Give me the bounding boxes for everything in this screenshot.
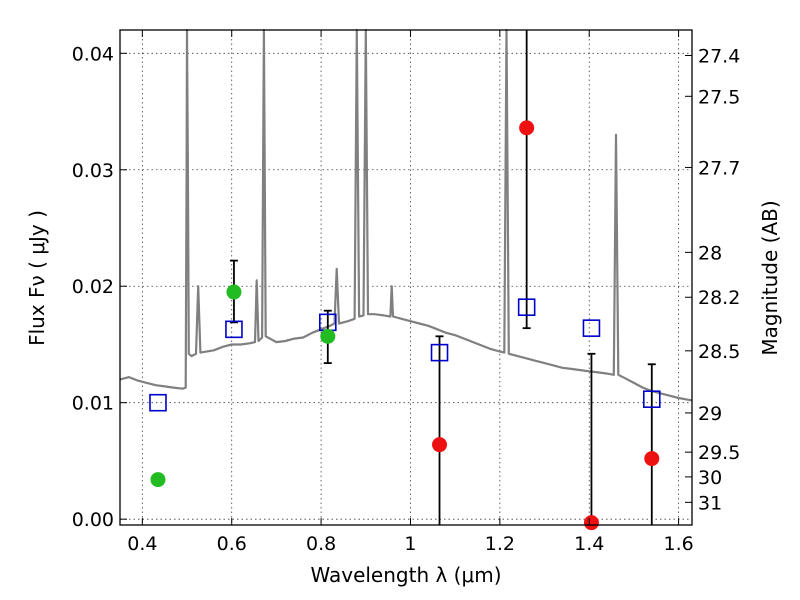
red-point xyxy=(644,451,660,467)
x-axis-title: Wavelength λ (μm) xyxy=(310,563,501,587)
y-tick-label: 0.01 xyxy=(72,393,114,415)
model-square xyxy=(642,390,661,409)
mag-tick-label: 30 xyxy=(698,467,722,489)
grid-layer xyxy=(120,30,692,525)
mag-tick-label: 31 xyxy=(698,492,722,514)
y2-axis-title: Magnitude (AB) xyxy=(758,200,782,355)
mag-tick-label: 27.7 xyxy=(698,157,740,179)
mag-tick-label: 29 xyxy=(698,403,722,425)
x-tick-label: 1.2 xyxy=(485,533,515,555)
plot-frame xyxy=(119,29,693,526)
x-tick-label: 0.8 xyxy=(306,533,336,555)
green-point xyxy=(150,472,166,488)
model-square xyxy=(149,393,167,412)
mag-tick-label: 28.2 xyxy=(698,287,740,309)
tick-layer: 0.4 0.6 0.8 1 1.2 1.4 1.6 0.00 0.01 0.02 0.03 0.04 2… xyxy=(72,30,740,555)
y-tick-label: 0.04 xyxy=(72,43,114,65)
mag-tick-label: 27.4 xyxy=(698,45,740,67)
model-square xyxy=(225,320,243,339)
data-layer xyxy=(119,28,693,531)
mag-tick-label: 27.5 xyxy=(698,86,740,108)
x-tick-label: 0.6 xyxy=(217,533,247,555)
model-square xyxy=(430,343,449,362)
red-point xyxy=(583,515,599,531)
red-point xyxy=(432,437,448,453)
green-point xyxy=(320,328,336,344)
spectrum-line xyxy=(119,28,693,402)
mag-tick-label: 28.5 xyxy=(698,341,740,363)
model-square xyxy=(517,298,536,317)
x-tick-label: 1 xyxy=(404,533,416,555)
y-tick-label: 0.03 xyxy=(72,160,114,182)
y-axis-title: Flux Fν ( μJy ) xyxy=(25,210,49,346)
mag-tick-label: 28 xyxy=(698,242,722,264)
green-point xyxy=(226,284,242,300)
x-tick-label: 0.4 xyxy=(127,533,157,555)
x-tick-label: 1.6 xyxy=(663,533,693,555)
y-tick-label: 0.02 xyxy=(72,276,114,298)
model-square xyxy=(582,319,601,337)
y-tick-label: 0.00 xyxy=(72,509,114,531)
x-tick-label: 1.4 xyxy=(574,533,604,555)
mag-tick-label: 29.5 xyxy=(698,442,740,464)
red-point xyxy=(519,120,535,136)
